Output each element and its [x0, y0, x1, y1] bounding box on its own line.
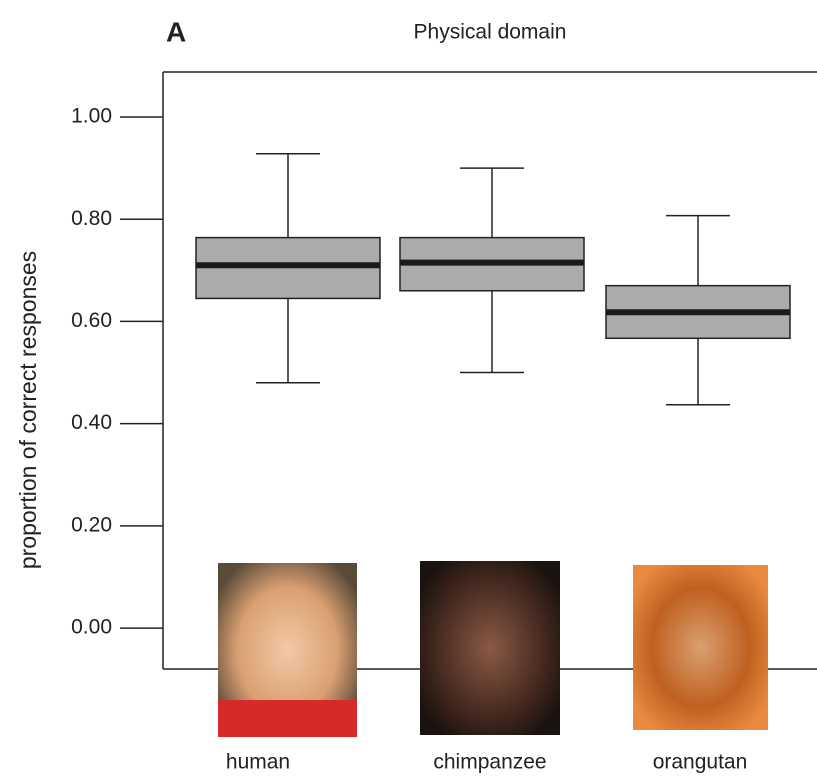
y-tick-label: 0.00 — [71, 616, 112, 639]
y-tick-label: 1.00 — [71, 105, 112, 128]
panel-label: A — [166, 16, 186, 47]
photos — [218, 561, 768, 737]
y-axis-label: proportion of correct responses — [15, 251, 41, 569]
chart-title: Physical domain — [414, 21, 567, 44]
y-tick-label: 0.20 — [71, 513, 112, 536]
y-tick-label: 0.60 — [71, 309, 112, 332]
x-tick-label: chimpanzee — [433, 751, 546, 774]
y-tick-label: 0.80 — [71, 207, 112, 230]
y-tick-label: 0.40 — [71, 411, 112, 434]
x-tick-label: human — [226, 751, 290, 774]
x-tick-label: orangutan — [653, 751, 748, 774]
